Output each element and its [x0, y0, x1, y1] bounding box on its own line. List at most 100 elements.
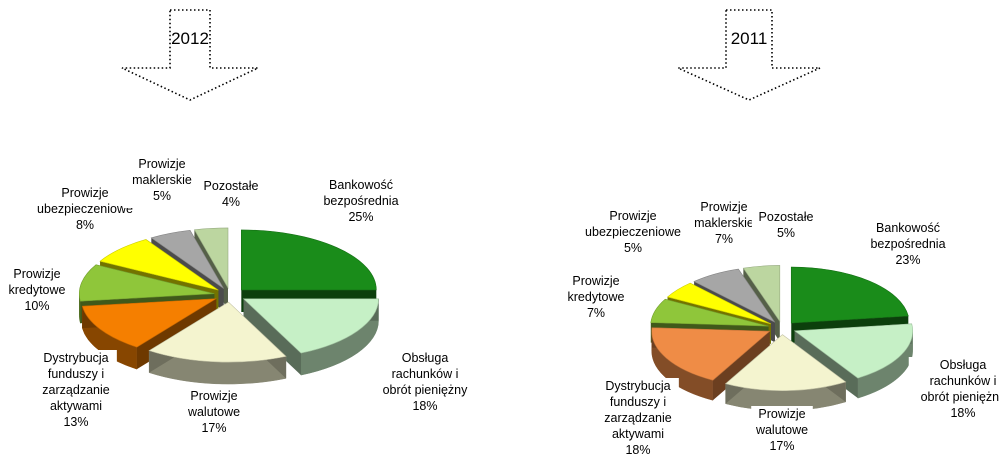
slice-label-line: bezpośrednia	[870, 237, 945, 251]
slice-2011-1	[793, 323, 913, 379]
slice-2012-0	[241, 229, 377, 291]
slice-2011-0	[790, 266, 909, 324]
label-bg	[561, 273, 631, 325]
slice-2011-7	[742, 265, 781, 323]
slice-label-line: rachunków i	[392, 367, 459, 381]
slice-value-text: 23%	[895, 253, 920, 267]
slice-label-line: ubezpieczeniowe	[37, 202, 133, 216]
slice-label-line: Bankowość	[876, 221, 940, 235]
slice-label-2012-2: Prowizje walutowe 17%	[183, 388, 245, 440]
pie-panel-2012: 2012 Bankowość bezpośrednia 25% Obsługa rachu…	[2, 9, 480, 440]
pie-chart-2012: 2012 Bankowość bezpośrednia 25% Obsługa rachu…	[2, 9, 480, 440]
slice-value-text: 5%	[153, 189, 171, 203]
slice-label-line: walutowe	[755, 423, 808, 437]
slice-2011-3	[651, 327, 771, 381]
pie-chart-2011: 2011 Bankowość bezpośrednia 23% Obsługa rachu…	[561, 9, 999, 456]
slice-value-text: 13%	[63, 415, 88, 429]
slice-label-line: Prowizje	[572, 274, 619, 288]
slice-value-text: 5%	[624, 241, 642, 255]
label-bg	[35, 350, 117, 434]
slice-label-line: Prowizje	[609, 209, 656, 223]
slice-2012-4	[78, 264, 215, 302]
label-bg	[30, 185, 140, 237]
slice-label-line: aktywami	[50, 399, 102, 413]
slice-label-line: funduszy i	[48, 367, 104, 381]
label-bg	[597, 378, 679, 456]
label-bg	[316, 177, 406, 229]
label-bg	[908, 357, 999, 425]
slice-label-2012-4: Prowizje kredytowe 10%	[2, 266, 72, 318]
slice-2011-2	[724, 334, 847, 391]
slice-2011-5	[666, 282, 772, 325]
slice-2011-4	[650, 298, 769, 327]
slice-2012-6	[150, 230, 224, 289]
slice-value-text: 25%	[348, 210, 373, 224]
label-bg	[578, 208, 688, 260]
slice-label-2011-1: Obsługa rachunków i obrót pieniężny 18%	[908, 357, 999, 425]
slice-2012-7	[193, 227, 229, 290]
slice-label-line: walutowe	[187, 405, 240, 419]
slice-label-line: aktywami	[612, 427, 664, 441]
slice-label-2012-1: Obsługa rachunków i obrót pieniężny 18%	[370, 350, 480, 418]
label-bg	[124, 156, 200, 208]
slice-label-line: Prowizje	[700, 200, 747, 214]
slice-label-2012-6: Prowizje maklerskie 5%	[124, 156, 200, 208]
slice-label-line: Prowizje	[138, 157, 185, 171]
slice-value-text: 17%	[769, 439, 794, 453]
slice-label-line: obrót pieniężny	[383, 383, 469, 397]
slice-value-text: 18%	[950, 406, 975, 420]
slice-label-2011-7: Pozostałe 5%	[751, 209, 821, 245]
slice-label-line: maklerskie	[694, 216, 754, 230]
slice-label-line: Pozostałe	[759, 210, 814, 224]
slice-label-2012-5: Prowizje ubezpieczeniowe 8%	[30, 185, 140, 237]
slice-value-text: 18%	[412, 399, 437, 413]
slice-value-text: 17%	[201, 421, 226, 435]
slice-value-text: 8%	[76, 218, 94, 232]
pie-2012	[78, 227, 379, 385]
slice-label-line: bezpośrednia	[323, 194, 398, 208]
banner-2011: 2011	[677, 9, 821, 101]
slice-label-line: rachunków i	[930, 374, 997, 388]
slice-label-2011-2: Prowizje walutowe 17%	[751, 406, 813, 456]
label-bg	[2, 266, 72, 318]
banner-arrow-2011	[677, 9, 821, 101]
slice-label-line: Prowizje	[758, 407, 805, 421]
slice-value-text: 5%	[777, 226, 795, 240]
slice-label-line: Obsługa	[402, 351, 449, 365]
slice-label-line: kredytowe	[9, 283, 66, 297]
label-bg	[686, 199, 762, 251]
slice-2011-6	[693, 268, 776, 323]
label-bg	[370, 350, 480, 418]
slice-label-line: Pozostałe	[204, 179, 259, 193]
slice-value-text: 10%	[24, 299, 49, 313]
pie-2011	[650, 265, 913, 411]
slice-label-line: obrót pieniężny	[921, 390, 999, 404]
pie-panel-2011: 2011 Bankowość bezpośrednia 23% Obsługa rachu…	[500, 0, 999, 456]
label-bg	[751, 209, 821, 245]
slice-edge-2012-1-1	[243, 298, 301, 376]
label-bg	[196, 178, 266, 214]
slice-value-text: 7%	[587, 306, 605, 320]
slice-label-2011-0: Bankowość bezpośrednia 23%	[863, 220, 953, 272]
slice-label-line: Bankowość	[329, 178, 393, 192]
slice-label-2012-3: Dystrybucja funduszy i zarządzanie aktywami…	[35, 350, 117, 434]
slice-label-2012-7: Pozostałe 4%	[196, 178, 266, 214]
banner-arrow-2012	[121, 9, 259, 101]
slice-label-line: Prowizje	[13, 267, 60, 281]
slice-2012-2	[148, 301, 287, 363]
slice-2012-3	[81, 298, 217, 348]
label-bg	[863, 220, 953, 272]
label-bg	[183, 388, 245, 440]
slice-2012-5	[99, 239, 219, 291]
slice-label-line: zarządzanie	[604, 411, 671, 425]
slice-2012-1	[242, 298, 379, 354]
slice-value-text: 4%	[222, 195, 240, 209]
label-bg	[751, 406, 813, 456]
slice-value-text: 18%	[625, 443, 650, 456]
slice-label-line: ubezpieczeniowe	[585, 225, 681, 239]
slice-label-line: funduszy i	[610, 395, 666, 409]
slice-label-line: Prowizje	[61, 186, 108, 200]
slice-label-line: zarządzanie	[42, 383, 109, 397]
slice-label-2011-6: Prowizje maklerskie 7%	[686, 199, 762, 251]
slice-label-2011-5: Prowizje ubezpieczeniowe 5%	[578, 208, 688, 260]
